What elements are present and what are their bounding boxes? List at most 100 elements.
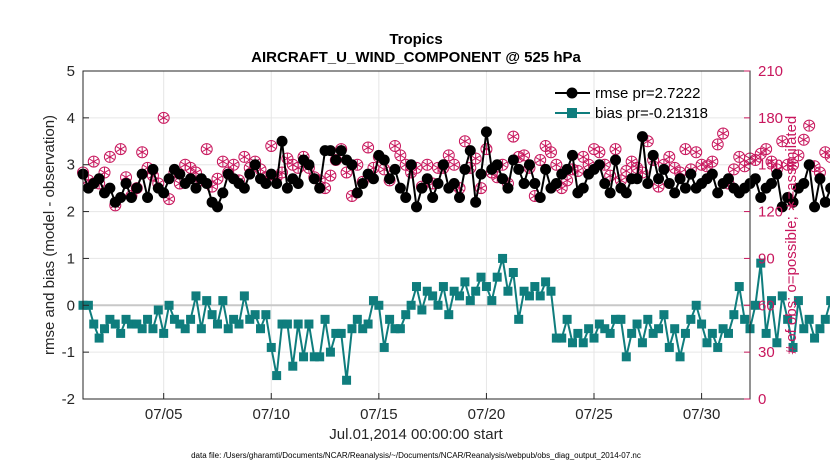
bias-point bbox=[530, 282, 540, 292]
bias-point bbox=[621, 352, 631, 362]
bias-point bbox=[325, 347, 335, 357]
rmse-point bbox=[550, 177, 562, 189]
rmse-point bbox=[658, 163, 670, 175]
rmse-point bbox=[561, 163, 573, 175]
obs-possible-point bbox=[550, 158, 563, 171]
bias-point bbox=[105, 314, 115, 324]
bias-point bbox=[202, 296, 212, 306]
obs-assimilated-point bbox=[186, 162, 196, 173]
rmse-point bbox=[314, 182, 326, 194]
rmse-point bbox=[610, 154, 622, 166]
rmse-point bbox=[491, 159, 503, 171]
rmse-point bbox=[131, 182, 143, 194]
legend: rmse pr=2.7222 bias pr=-0.21318 bbox=[555, 85, 708, 122]
rmse-point bbox=[518, 177, 530, 189]
y-tick-label-right: 180 bbox=[758, 110, 783, 127]
bias-point bbox=[697, 319, 707, 329]
bias-point bbox=[465, 296, 475, 306]
bias-point bbox=[212, 319, 222, 329]
bias-point bbox=[266, 342, 276, 352]
rmse-point bbox=[351, 187, 363, 199]
obs-possible-point bbox=[265, 139, 278, 152]
rmse-point bbox=[647, 149, 659, 161]
bias-point bbox=[352, 314, 362, 324]
rmse-point bbox=[93, 173, 105, 185]
bias-point bbox=[471, 286, 481, 296]
obs-assimilated-point bbox=[449, 159, 459, 170]
bias-point bbox=[304, 319, 314, 329]
obs-assimilated-point bbox=[471, 153, 481, 164]
bias-point bbox=[299, 352, 309, 362]
bias-point bbox=[492, 272, 502, 282]
obs-possible-point bbox=[727, 163, 740, 176]
obs-possible-point bbox=[103, 150, 116, 163]
rmse-point bbox=[142, 192, 154, 204]
rmse-point bbox=[217, 187, 229, 199]
rmse-point bbox=[357, 177, 369, 189]
bias-point bbox=[772, 338, 782, 348]
obs-possible-point bbox=[480, 143, 493, 156]
obs-assimilated-point bbox=[691, 147, 701, 158]
bias-point bbox=[723, 328, 733, 338]
bias-point bbox=[713, 342, 723, 352]
bias-point bbox=[143, 314, 153, 324]
obs-assimilated-point bbox=[159, 112, 169, 123]
bias-point bbox=[164, 300, 174, 310]
bias-point bbox=[379, 342, 389, 352]
legend-bias-marker bbox=[567, 108, 577, 118]
obs-possible-point bbox=[803, 119, 816, 132]
bias-point bbox=[288, 361, 298, 371]
bias-point bbox=[734, 282, 744, 292]
rmse-point bbox=[115, 192, 127, 204]
bias-point bbox=[611, 314, 621, 324]
bias-point bbox=[514, 314, 524, 324]
rmse-point bbox=[798, 177, 810, 189]
bias-point bbox=[557, 333, 567, 343]
bias-point bbox=[153, 305, 163, 315]
rmse-point bbox=[631, 173, 643, 185]
obs-assimilated-point bbox=[105, 151, 115, 162]
bias-point bbox=[740, 314, 750, 324]
obs-assimilated-point bbox=[541, 140, 551, 151]
obs-assimilated-point bbox=[535, 155, 545, 166]
obs-possible-point bbox=[136, 146, 149, 159]
rmse-point bbox=[814, 173, 826, 185]
bias-point bbox=[223, 324, 233, 334]
rmse-point bbox=[749, 173, 761, 185]
rmse-point bbox=[566, 149, 578, 161]
bias-point bbox=[508, 267, 518, 277]
x-axis-label: Jul.01,2014 00:00:00 start bbox=[329, 426, 503, 443]
bias-point bbox=[750, 300, 760, 310]
rmse-point bbox=[513, 163, 525, 175]
bias-point bbox=[148, 324, 158, 334]
obs-possible-point bbox=[211, 172, 224, 185]
rmse-point bbox=[577, 182, 589, 194]
obs-possible-point bbox=[157, 111, 170, 124]
bias-point bbox=[342, 375, 352, 385]
bias-point bbox=[573, 328, 583, 338]
obs-assimilated-point bbox=[804, 120, 814, 131]
rmse-point bbox=[201, 177, 213, 189]
bias-point bbox=[180, 324, 190, 334]
obs-assimilated-point bbox=[266, 140, 276, 151]
rmse-point bbox=[120, 177, 132, 189]
rmse-point bbox=[104, 182, 116, 194]
bias-point bbox=[368, 296, 378, 306]
bias-point bbox=[600, 324, 610, 334]
obs-possible-point bbox=[475, 182, 488, 195]
obs-possible-point bbox=[797, 133, 810, 146]
obs-assimilated-point bbox=[627, 156, 637, 167]
obs-assimilated-point bbox=[202, 144, 212, 155]
obs-possible-point bbox=[717, 127, 730, 140]
bias-point bbox=[707, 328, 717, 338]
bias-point bbox=[406, 300, 416, 310]
bias-point bbox=[627, 328, 637, 338]
bias-point bbox=[659, 310, 669, 320]
rmse-point bbox=[448, 177, 460, 189]
obs-assimilated-point bbox=[212, 173, 223, 184]
rmse-point bbox=[405, 159, 417, 171]
bias-point bbox=[680, 328, 690, 338]
obs-possible-point bbox=[604, 169, 617, 182]
rmse-point bbox=[642, 177, 654, 189]
